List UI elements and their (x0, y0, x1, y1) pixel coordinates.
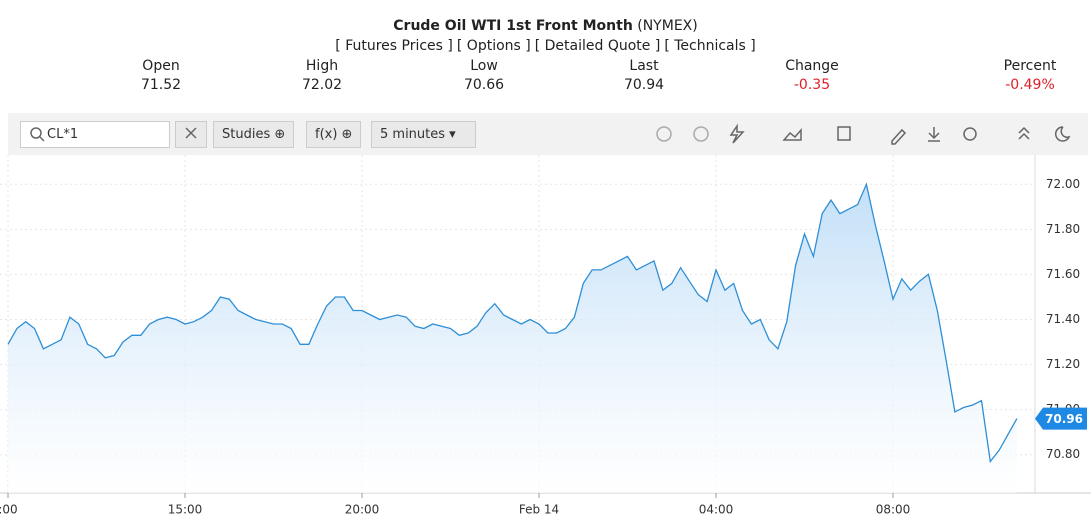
draw-icon[interactable] (891, 128, 907, 145)
header-title: Crude Oil WTI 1st Front Month (NYMEX) (0, 18, 1091, 34)
toolbar-icons (30, 123, 1071, 145)
settings-icon[interactable] (963, 127, 977, 141)
y-tick-label: 71.40 (1046, 312, 1080, 326)
link[interactable]: [ Options ] (456, 38, 531, 54)
compare-button[interactable] (175, 121, 207, 148)
quote-label: Percent (1003, 58, 1057, 74)
last-price-label: 70.96 (1045, 412, 1083, 426)
theme-icon[interactable] (1054, 126, 1071, 142)
quote-value: 70.66 (463, 77, 505, 93)
symbol-input[interactable]: CL*1 (20, 121, 170, 148)
link[interactable]: [ Futures Prices ] (335, 38, 453, 54)
quote-value: -0.35 (793, 77, 831, 93)
x-tick-label: :00 (0, 503, 18, 517)
events-icon[interactable] (729, 123, 745, 144)
redo-icon[interactable] (693, 126, 709, 142)
toolbar: CL*1 Studies ⊕ f(x) ⊕ 5 minutes ▾ (8, 113, 1088, 155)
search-icon (30, 127, 42, 139)
link[interactable]: [ Technicals ] (664, 38, 756, 54)
area-fill (8, 184, 1017, 494)
y-tick-label: 70.80 (1046, 447, 1080, 461)
quote-value: 70.94 (623, 77, 665, 93)
quote-label: High (305, 58, 339, 74)
x-tick-label: 04:00 (699, 503, 734, 517)
link[interactable]: [ Detailed Quote ] (534, 38, 661, 54)
price-line (7, 182, 1018, 464)
y-tick-label: 72.00 (1046, 177, 1080, 191)
x-tick-label: 15:00 (168, 503, 203, 517)
search-icon (39, 136, 45, 142)
quote-col: Last 70.94 (574, 57, 714, 95)
y-tick-label: 71.60 (1046, 267, 1080, 281)
exchange: (NYMEX) (637, 18, 698, 34)
quote-col: Percent -0.49% (960, 57, 1091, 95)
quote-col: High 72.02 (252, 57, 392, 95)
quote-value: -0.49% (1005, 77, 1055, 93)
last-price-tag (1035, 407, 1087, 430)
quote-col: Change -0.35 (742, 57, 882, 95)
quote-label: Low (470, 58, 498, 74)
layout-icon[interactable] (837, 126, 851, 141)
undo-icon[interactable] (656, 126, 672, 142)
button-label: 5 minutes (380, 127, 446, 142)
quote-col: Open 71.52 (91, 57, 231, 95)
x-tick-label: 08:00 (876, 503, 911, 517)
quote-value: 71.52 (140, 77, 182, 93)
quote-label: Change (785, 58, 839, 74)
button-label: f(x) (315, 127, 338, 142)
y-tick-label: 71.80 (1046, 222, 1080, 236)
quote-value: 72.02 (301, 77, 343, 93)
x-tick-label: Feb 14 (519, 503, 559, 517)
y-tick-label: 71.20 (1046, 357, 1080, 371)
chart-type-icon[interactable] (782, 127, 802, 141)
studies-button[interactable]: Studies ⊕ (213, 121, 295, 148)
x-tick-label: 20:00 (345, 503, 380, 517)
compare-icon (185, 127, 197, 139)
header-links: [ Futures Prices ][ Options ][ Detailed … (0, 38, 1091, 54)
collapse-icon[interactable] (1018, 126, 1030, 140)
fx-button[interactable]: f(x) ⊕ (306, 121, 362, 148)
interval-button[interactable]: 5 minutes ▾ (371, 121, 476, 148)
quote-col: Low 70.66 (414, 57, 554, 95)
title: Crude Oil WTI 1st Front Month (393, 18, 633, 34)
quote-label: Last (629, 58, 659, 74)
download-icon[interactable] (928, 127, 940, 142)
quote-label: Open (142, 58, 180, 74)
button-label: Studies (222, 127, 271, 142)
